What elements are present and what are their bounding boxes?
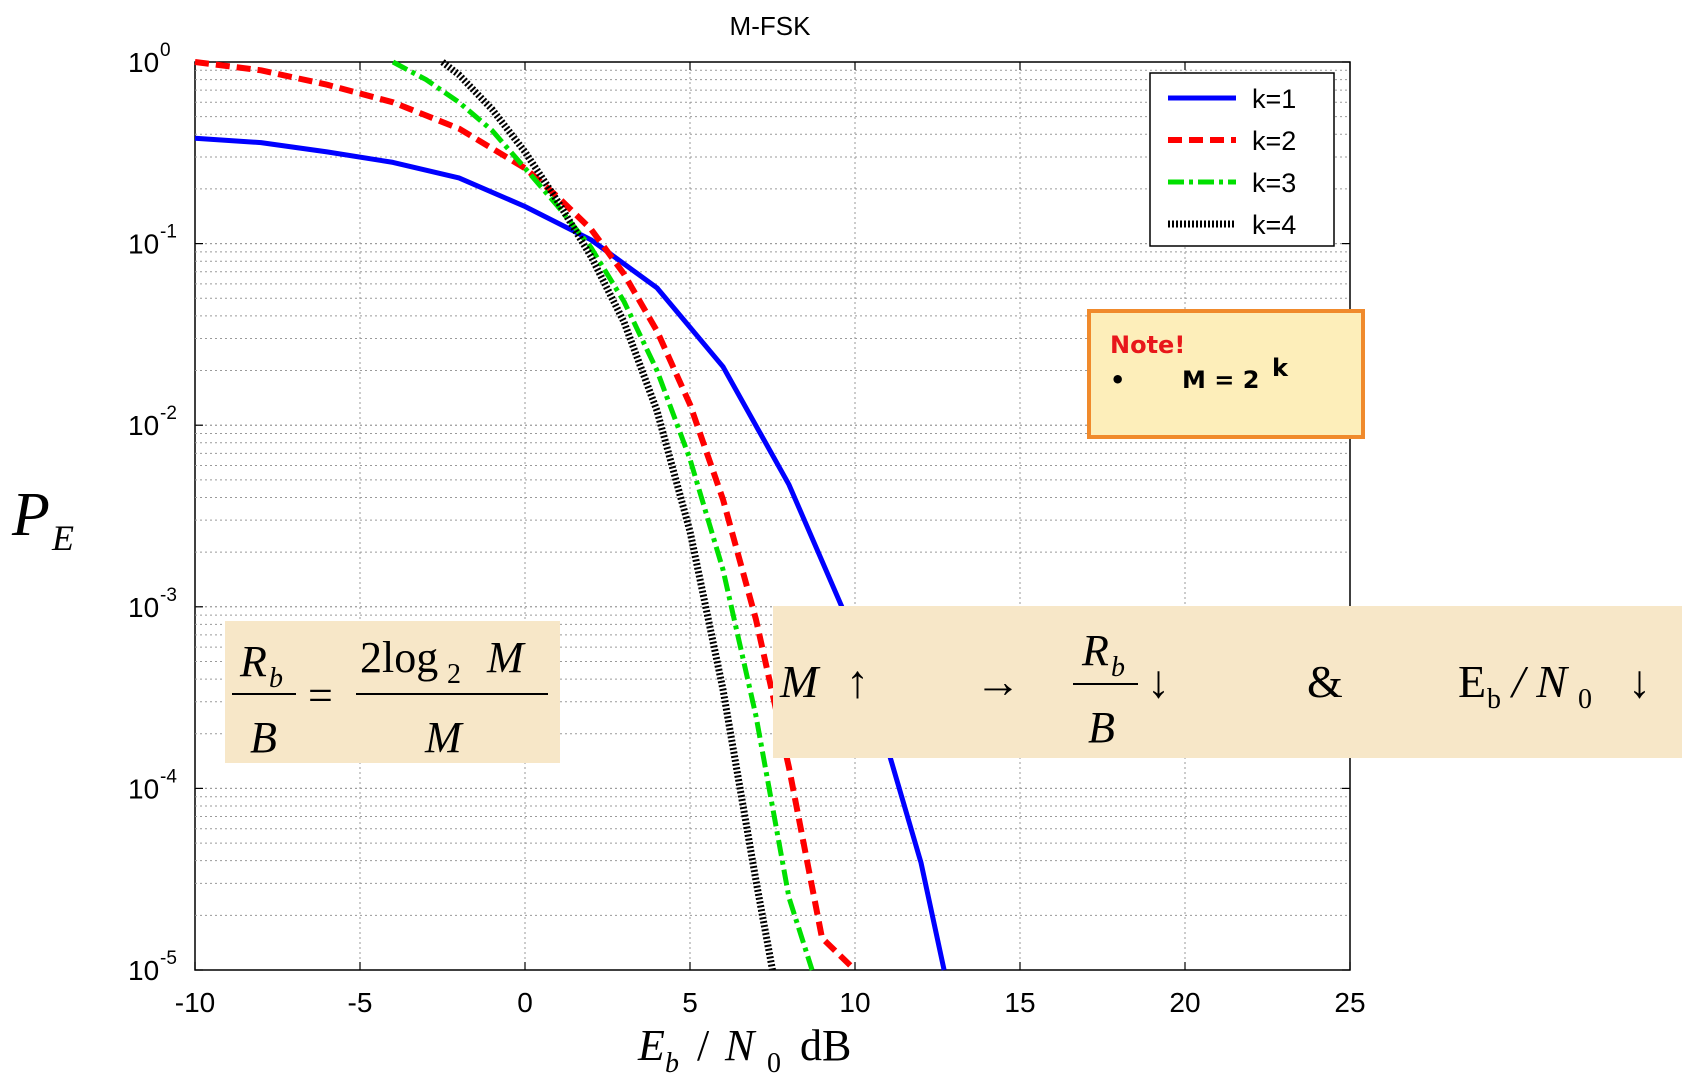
formula-right-down-arrow-2: ↓ [1628,656,1651,707]
formula-right-eb: E [1458,656,1486,707]
y-tick-label-exponent: -2 [160,403,177,424]
formula-right-right-arrow: → [975,656,1021,707]
formula-left-num-sub: 2 [447,659,461,690]
chart-title: M-FSK [730,11,812,41]
note-heading: Note! [1110,331,1185,359]
x-tick-label: 0 [517,987,533,1018]
x-tick-label: -5 [348,987,373,1018]
formula-right-den-b: B [1088,703,1115,752]
note-box-frame [1087,309,1365,439]
note-bullet: • [1110,366,1125,394]
x-axis-label-slash: / [697,1021,710,1070]
formula-right-bg [773,606,1682,758]
formula-right-num-r-sub: b [1111,652,1125,683]
formula-left-num-r-sub: b [269,663,283,694]
x-axis-label-n: N [724,1021,757,1070]
x-axis-label: E b / N 0 dB [637,1021,851,1078]
y-axis-label-sub: E [51,518,74,558]
legend-items: k=1 k=2 k=3 k=4 [1168,84,1296,240]
series-line-k2 [194,59,858,973]
formula-right-up-arrow: ↑ [846,656,869,707]
legend-label-k4: k=4 [1252,210,1296,240]
y-tick-label-exponent: -3 [160,585,177,606]
note-box: Note! • M = 2 k [1087,309,1365,439]
formula-left-den-m: M [424,713,464,762]
x-axis-label-e-sub: b [665,1048,679,1078]
formula-left-equals: = [308,671,333,720]
x-tick-label: 15 [1004,987,1035,1018]
legend-label-k1: k=1 [1252,84,1296,114]
formula-left-num-m: M [486,633,526,682]
y-tick-label-exponent: -4 [160,766,177,787]
formula-right-eb-sub: b [1487,684,1501,715]
formula-right-slash-n: / N [1509,656,1569,707]
y-tick-label-base: 10 [128,592,159,623]
y-axis-label-main: P [11,481,50,549]
formula-left-bg [225,621,560,763]
y-tick-label-exponent: 0 [160,40,171,61]
y-tick-label-base: 10 [128,47,159,78]
x-tick-label: 25 [1334,987,1365,1018]
x-tick-label: -10 [175,987,215,1018]
y-tick-label-exponent: -5 [160,948,177,969]
note-text: M = 2 [1182,366,1259,394]
formula-right-down-arrow-1: ↓ [1147,656,1170,707]
formula-left-num-coef: 2log [360,633,438,682]
x-tick-label: 5 [682,987,698,1018]
x-tick-label: 10 [839,987,870,1018]
y-tick-label-base: 10 [128,410,159,441]
formula-left-num-r: R [239,637,267,686]
x-tick-label: 20 [1169,987,1200,1018]
x-axis-label-e: E [637,1021,665,1070]
x-axis-label-n-sub: 0 [767,1048,781,1078]
x-axis-label-unit: dB [800,1021,851,1070]
series-line-k3 [391,59,815,971]
y-axis-label: P E [11,481,74,558]
x-axis-ticks: -10 -5 0 5 10 15 20 25 [175,62,1366,1018]
formula-right-num-r: R [1081,626,1109,675]
tradeoff-formula: M ↑ → R b B ↓ & E b / N 0 ↓ [773,606,1682,758]
series-line-k4 [440,59,776,971]
legend-label-k3: k=3 [1252,168,1296,198]
formula-right-ampersand: & [1307,656,1343,707]
formula-left-den-b: B [250,713,277,762]
legend-box [1149,72,1335,247]
bandwidth-efficiency-formula: R b B = 2log 2 M M [225,621,560,763]
legend: k=1 k=2 k=3 k=4 [1149,72,1335,247]
note-superscript: k [1272,354,1289,382]
y-tick-label-exponent: -1 [160,222,177,243]
formula-right-m: M [779,656,821,707]
legend-label-k2: k=2 [1252,126,1296,156]
y-tick-label-base: 10 [128,955,159,986]
y-tick-label-base: 10 [128,229,159,260]
formula-right-n-sub: 0 [1578,684,1592,715]
y-tick-label-base: 10 [128,773,159,804]
